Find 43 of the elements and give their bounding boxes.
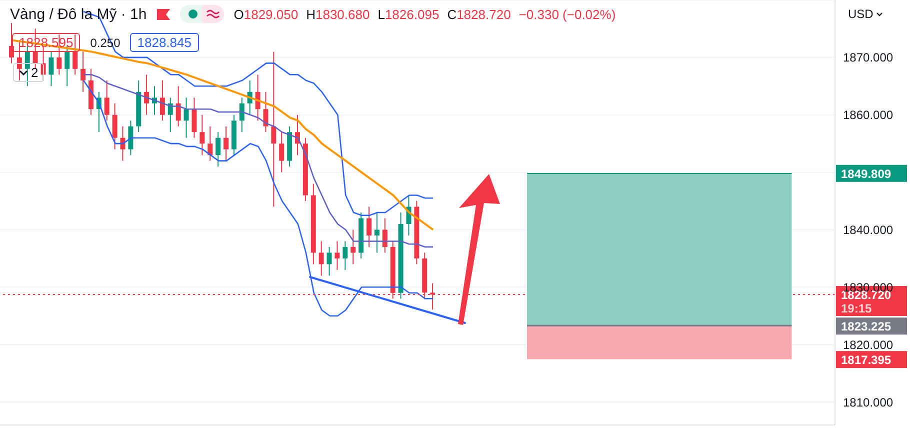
candlestick	[342, 240, 348, 270]
text: 1823.225	[841, 320, 892, 334]
text: 1817.395	[841, 353, 892, 368]
candlestick	[326, 246, 332, 276]
y-tick-label: 1860.000	[843, 108, 894, 122]
annotation: L1826.095	[378, 6, 440, 22]
annotation: O1829.050	[234, 6, 298, 22]
candlestick	[239, 97, 244, 133]
candlestick	[366, 206, 372, 248]
annotation: 2	[31, 65, 38, 80]
candlestick	[334, 240, 340, 270]
candlestick	[192, 97, 197, 138]
candlestick	[279, 132, 284, 173]
candlestick	[374, 212, 380, 254]
candlestick	[184, 97, 189, 138]
y-tick-label: 1810.000	[843, 395, 894, 410]
candlestick	[48, 51, 54, 87]
text: 1849.809	[841, 166, 892, 181]
candlestick	[382, 218, 388, 254]
candlestick	[318, 240, 324, 276]
y-tick-label: 1820.000	[843, 338, 894, 352]
y-tick-label: 1870.000	[843, 50, 894, 65]
line-series	[10, 39, 434, 231]
y-tick-label: 1840.000	[843, 222, 894, 237]
candlestick	[350, 229, 356, 265]
candlestick	[263, 91, 268, 133]
candlestick	[160, 80, 165, 122]
candlestick	[80, 51, 86, 92]
candlestick	[224, 126, 228, 162]
candlestick	[216, 132, 221, 168]
candlestick	[208, 126, 213, 162]
annotation: H1830.680	[306, 6, 370, 22]
candlestick	[128, 120, 134, 156]
text: C1828.720	[447, 6, 511, 22]
candlestick	[271, 51, 276, 208]
text: USD	[848, 7, 874, 21]
annotation: 1828.845	[130, 33, 198, 52]
candlestick	[200, 114, 205, 156]
candlestick	[104, 80, 110, 122]
candlestick	[176, 86, 181, 127]
candlestick	[112, 102, 118, 150]
text: −0.330 (−0.02%)	[518, 6, 616, 22]
text: 19:15	[841, 302, 872, 316]
